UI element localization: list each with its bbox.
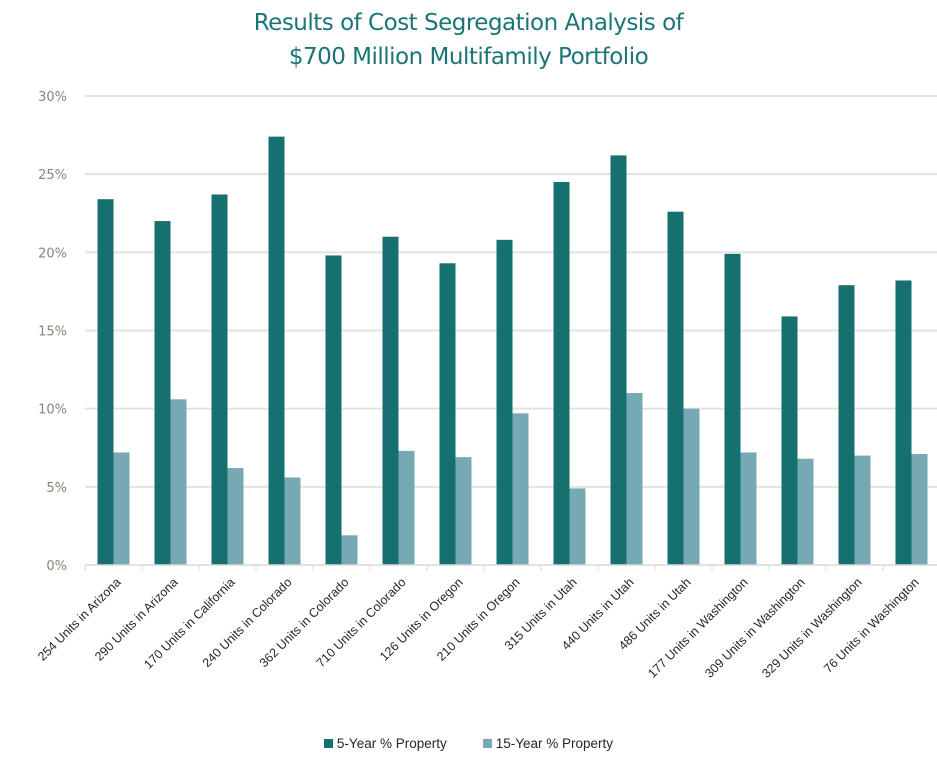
bar-15-year — [227, 468, 244, 565]
bars — [97, 136, 928, 566]
bar-5-year — [781, 316, 798, 565]
bar-5-year — [211, 194, 228, 566]
bar-15-year — [911, 454, 928, 565]
y-axis: 0% 5% 10% 15% 20% 25% 30% — [38, 90, 67, 574]
bar-5-year — [724, 253, 741, 565]
bar-5-year — [496, 239, 513, 565]
bar-5-year — [838, 285, 855, 565]
chart-title: Results of Cost Segregation Analysis of … — [0, 6, 937, 74]
x-tick-label: 177 Units in Washington — [645, 575, 750, 680]
bar-5-year — [97, 199, 114, 565]
y-tick-label: 25% — [38, 168, 67, 183]
legend: 5-Year % Property 15-Year % Property — [0, 736, 937, 751]
legend-item-15-year: 15-Year % Property — [482, 736, 614, 751]
bar-5-year — [382, 236, 399, 565]
y-tick-label: 30% — [38, 90, 67, 105]
bar-5-year — [553, 181, 570, 565]
bar-5-year — [610, 155, 627, 565]
bar-5-year — [268, 136, 285, 565]
bar-15-year — [284, 477, 301, 565]
y-tick-label: 15% — [38, 325, 67, 340]
bar-15-year — [797, 458, 814, 565]
legend-swatch-15-year — [482, 739, 492, 748]
x-tick-label: 309 Units in Washington — [702, 575, 807, 680]
bar-15-year — [740, 452, 757, 565]
bar-5-year — [154, 221, 171, 566]
y-tick-label: 20% — [38, 246, 67, 261]
x-tick-label: 76 Units in Washington — [821, 575, 921, 675]
bar-5-year — [667, 211, 684, 566]
bar-15-year — [569, 488, 586, 565]
legend-label-5-year: 5-Year % Property — [336, 736, 447, 751]
bar-15-year — [512, 413, 529, 565]
bar-15-year — [170, 399, 187, 565]
y-tick-label: 10% — [38, 403, 67, 418]
bar-15-year — [854, 455, 871, 565]
bar-15-year — [683, 408, 700, 565]
chart-title-line-1: Results of Cost Segregation Analysis of — [253, 10, 684, 36]
chart-title-line-2: $700 Million Multifamily Portfolio — [288, 44, 649, 70]
y-tick-label: 5% — [46, 481, 67, 496]
legend-label-15-year: 15-Year % Property — [495, 736, 614, 751]
x-tick-label: 329 Units in Washington — [759, 575, 864, 680]
legend-swatch-5-year — [323, 739, 333, 748]
bar-chart: 0% 5% 10% 15% 20% 25% 30% 254 Units in Arizona… — [35, 90, 937, 681]
y-tick-label: 0% — [46, 559, 67, 574]
bar-15-year — [398, 450, 415, 565]
bar-15-year — [626, 393, 643, 565]
bar-15-year — [113, 452, 130, 565]
bar-15-year — [341, 535, 358, 565]
bar-15-year — [455, 457, 472, 565]
bar-5-year — [325, 255, 342, 565]
bar-5-year — [439, 263, 456, 565]
legend-item-5-year: 5-Year % Property — [323, 736, 447, 751]
bar-5-year — [895, 280, 912, 565]
